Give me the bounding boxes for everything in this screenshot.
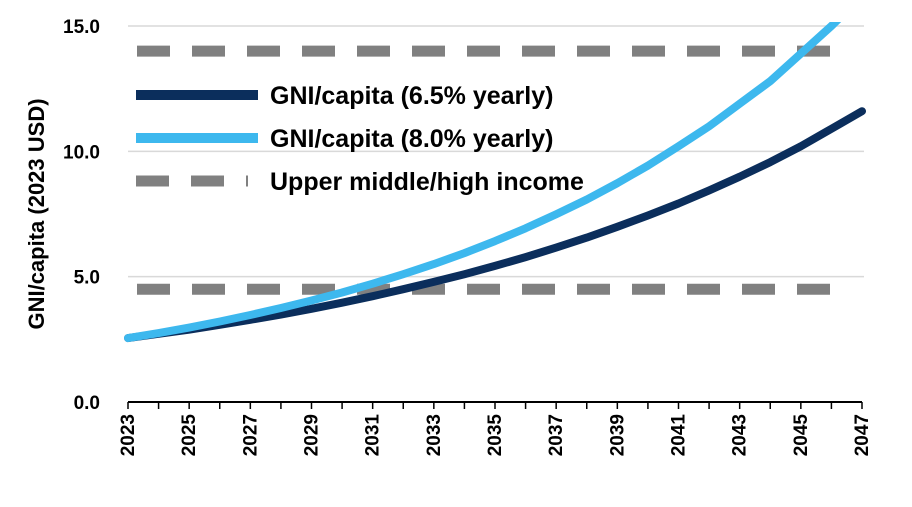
y-tick-label: 5.0 <box>74 268 100 289</box>
y-tick-label: 15.0 <box>63 17 100 38</box>
x-axis: 2023 2025 2027 2029 2031 2033 2035 2037 2039 2041… <box>118 401 873 457</box>
x-tick-label: 2037 <box>546 414 567 456</box>
series-line <box>124 22 842 343</box>
x-tick-label: 2045 <box>791 414 812 457</box>
x-tick-label: 2023 <box>118 414 139 456</box>
grid-lines <box>128 25 864 278</box>
y-tick-label: 10.0 <box>63 142 100 163</box>
y-axis-title-group: GNI/capita (2023 USD) <box>24 98 49 329</box>
income-threshold-lines <box>137 45 852 295</box>
x-tick-label: 2027 <box>240 414 261 456</box>
legend-label: Upper middle/high income <box>270 168 584 196</box>
y-tick-label: 0.0 <box>74 393 100 414</box>
x-tick-label: 2033 <box>424 414 445 456</box>
y-axis-ticks: 0.0 5.0 10.0 15.0 <box>63 17 100 414</box>
series-line <box>124 107 866 343</box>
x-tick-label: 2035 <box>485 414 506 457</box>
x-tick-label: 2029 <box>302 414 323 456</box>
x-tick-label: 2043 <box>730 414 751 456</box>
y-axis-title: GNI/capita (2023 USD) <box>24 98 49 329</box>
legend: GNI/capita (6.5% yearly) GNI/capita (8.0%… <box>136 82 584 196</box>
x-tick-label: 2031 <box>363 414 384 457</box>
legend-label: GNI/capita (6.5% yearly) <box>270 82 553 110</box>
x-tick-label: 2025 <box>179 414 200 457</box>
series-lines <box>124 22 866 343</box>
x-tick-label: 2041 <box>669 414 690 457</box>
x-tick-label: 2039 <box>607 414 628 456</box>
x-tick-label: 2047 <box>852 414 873 456</box>
legend-label: GNI/capita (8.0% yearly) <box>270 125 553 153</box>
